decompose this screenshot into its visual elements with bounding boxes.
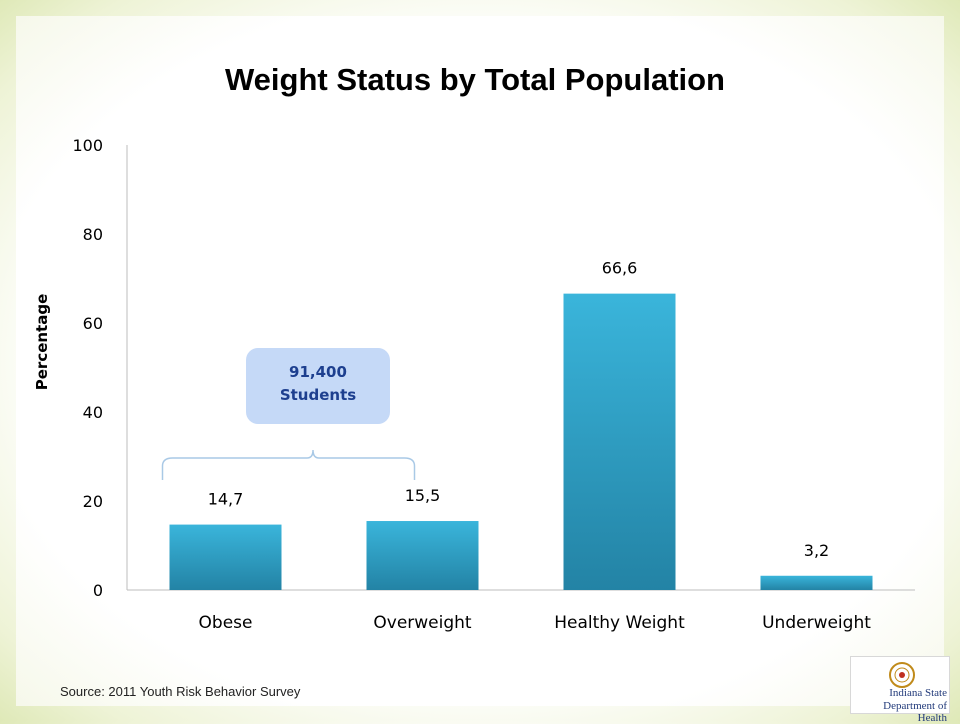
data-label: 15,5: [405, 486, 441, 505]
x-tick-label: Healthy Weight: [554, 613, 685, 633]
y-tick-label: 0: [93, 581, 103, 600]
x-tick-label: Obese: [199, 613, 253, 633]
x-tick-label: Overweight: [373, 613, 472, 633]
bar-overweight: [366, 521, 479, 590]
logo-line1: Indiana State: [889, 687, 947, 699]
annotation-group: 91,400 Students: [161, 348, 416, 480]
y-axis-label: Percentage: [33, 294, 51, 391]
chart-axes: 0 20 40 60 80 100 Percentage: [33, 136, 915, 600]
data-label: 14,7: [208, 490, 244, 509]
bar-obese: [169, 524, 282, 590]
annotation-box: [246, 348, 390, 424]
indiana-health-logo: Indiana State Department of Health: [850, 656, 950, 724]
x-tick-label: Underweight: [762, 613, 871, 633]
source-note: Source: 2011 Youth Risk Behavior Survey: [60, 684, 301, 699]
chart-title: Weight Status by Total Population: [224, 62, 725, 97]
slide-background: [16, 16, 944, 706]
bar-healthy-weight: [563, 293, 676, 590]
seal-icon: [889, 662, 915, 688]
bar-underweight: [760, 575, 873, 590]
annotation-text-line1: 91,400: [289, 363, 347, 381]
logo-line2: Department of Health: [883, 700, 947, 724]
y-tick-label: 20: [83, 492, 103, 511]
y-tick-label: 60: [83, 314, 103, 333]
data-label: 66,6: [602, 259, 638, 278]
annotation-text-line2: Students: [280, 386, 356, 404]
y-tick-label: 40: [83, 403, 103, 422]
annotation-bracket: [161, 449, 416, 480]
y-tick-label: 100: [72, 136, 103, 155]
y-tick-label: 80: [83, 225, 103, 244]
bar-series: 14,7 Obese 15,5 Overweight 66,6 Healthy Weigh…: [169, 259, 873, 633]
data-label: 3,2: [804, 541, 829, 560]
